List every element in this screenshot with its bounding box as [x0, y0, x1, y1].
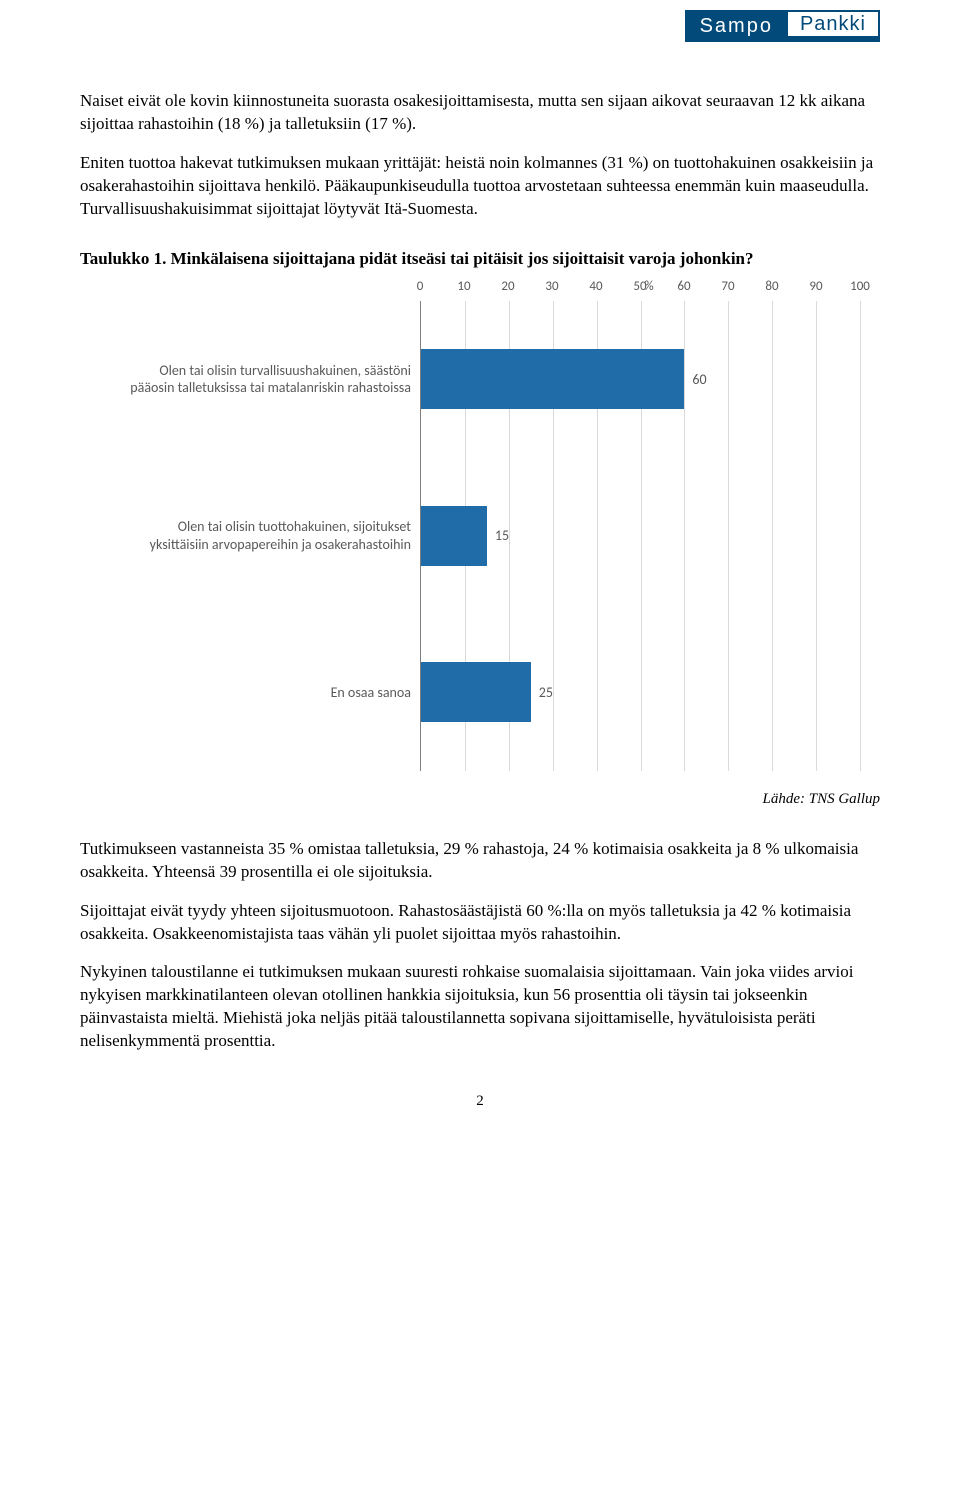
document-page: Sampo Pankki Naiset eivät ole kovin kiin… [0, 0, 960, 1150]
x-tick-label: 90 [809, 279, 822, 294]
chart-category-label: Olen tai olisin tuottohakuinen, sijoituk… [121, 518, 421, 553]
logo-left-text: Sampo [685, 10, 788, 42]
paragraph-2: Eniten tuottoa hakevat tutkimuksen mukaa… [80, 152, 880, 221]
chart-category-label: En osaa sanoa [121, 684, 421, 702]
x-tick-label: 60 [677, 279, 690, 294]
chart-bar-value: 60 [692, 371, 706, 388]
chart-bar-value: 15 [495, 527, 509, 544]
chart-bar [421, 349, 684, 409]
x-tick-label: 80 [765, 279, 778, 294]
gridline [860, 301, 861, 771]
chart-bar-row: En osaa sanoa25 [421, 662, 860, 722]
chart-x-axis: 0102030405060708090100% [420, 279, 860, 301]
page-number: 2 [80, 1093, 880, 1110]
x-tick-label: 30 [545, 279, 558, 294]
table-1-heading: Taulukko 1. Minkälaisena sijoittajana pi… [80, 249, 880, 269]
chart-taulukko-1: 0102030405060708090100% Olen tai olisin … [120, 279, 860, 771]
x-tick-label: 40 [589, 279, 602, 294]
chart-category-label: Olen tai olisin turvallisuushakuinen, sä… [121, 362, 421, 397]
chart-bar [421, 662, 531, 722]
chart-plot-area: Olen tai olisin turvallisuushakuinen, sä… [420, 301, 860, 771]
paragraph-1: Naiset eivät ole kovin kiinnostuneita su… [80, 90, 880, 136]
paragraph-4: Sijoittajat eivät tyydy yhteen sijoitusm… [80, 900, 880, 946]
x-tick-label: 0 [417, 279, 424, 294]
paragraph-3: Tutkimukseen vastanneista 35 % omistaa t… [80, 838, 880, 884]
x-axis-unit: % [644, 279, 653, 294]
x-tick-label: 10 [457, 279, 470, 294]
chart-bar-value: 25 [539, 684, 553, 701]
chart-bar [421, 506, 487, 566]
paragraph-5: Nykyinen taloustilanne ei tutkimuksen mu… [80, 961, 880, 1053]
chart-bar-row: Olen tai olisin turvallisuushakuinen, sä… [421, 349, 860, 409]
chart-source: Lähde: TNS Gallup [80, 791, 880, 808]
x-tick-label: 100 [850, 279, 870, 294]
x-tick-label: 20 [501, 279, 514, 294]
brand-logo: Sampo Pankki [685, 10, 880, 42]
logo-right-text: Pankki [788, 10, 880, 42]
chart-bar-row: Olen tai olisin tuottohakuinen, sijoituk… [421, 506, 860, 566]
x-tick-label: 70 [721, 279, 734, 294]
